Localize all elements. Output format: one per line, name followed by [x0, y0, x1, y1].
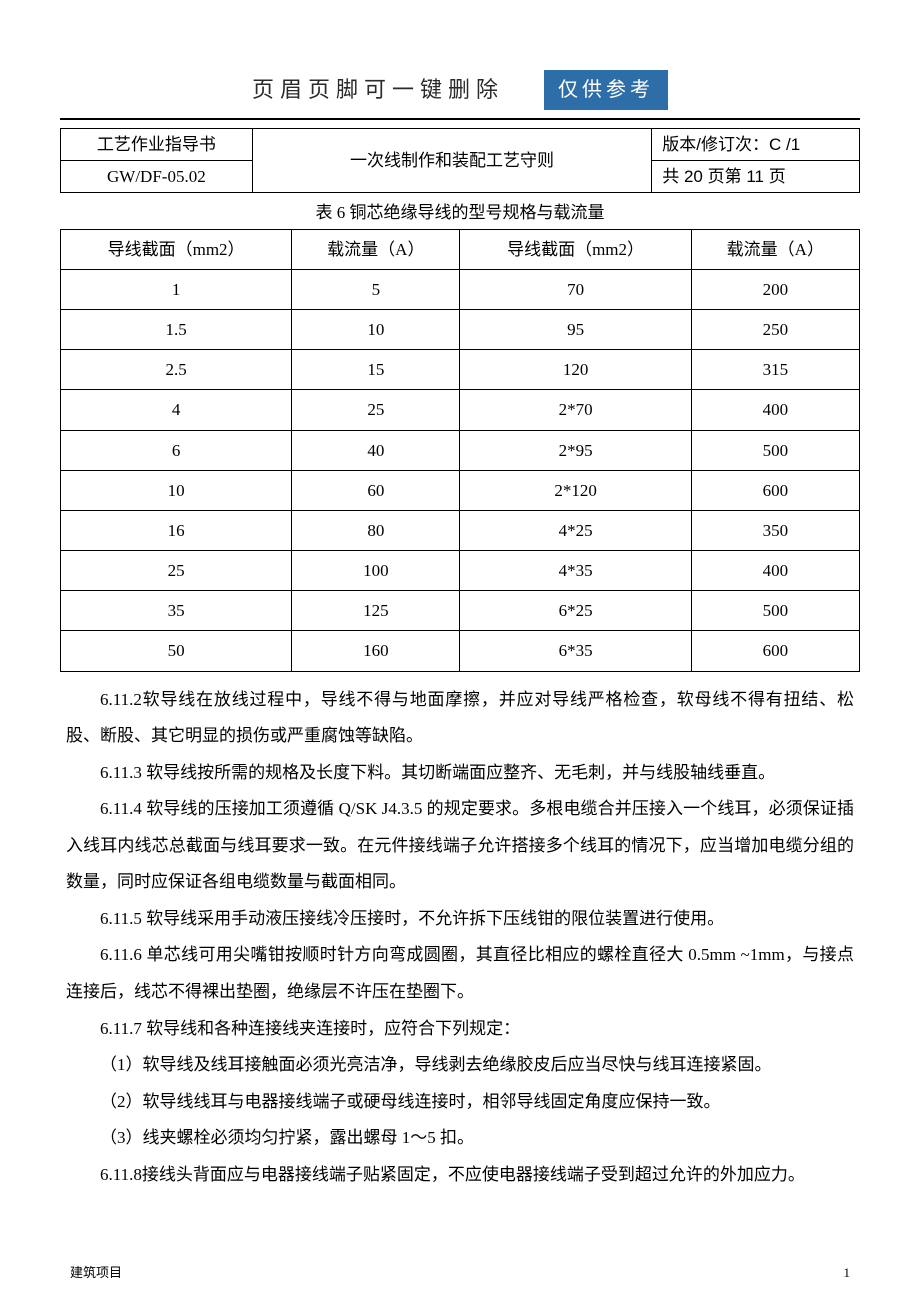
body-paragraph: 6.11.2软导线在放线过程中，导线不得与地面摩擦，并应对导线严格检查，软母线不… [66, 682, 854, 755]
table-cell: 6*25 [460, 591, 691, 631]
table-cell: 10 [292, 309, 460, 349]
table-cell: 160 [292, 631, 460, 671]
table-cell: 6 [61, 430, 292, 470]
table-cell: 2*70 [460, 390, 691, 430]
body-paragraph: 6.11.4 软导线的压接加工须遵循 Q/SK J4.3.5 的规定要求。多根电… [66, 791, 854, 901]
table-cell: 500 [691, 591, 859, 631]
header-badge: 仅供参考 [544, 70, 668, 110]
table-row: 2.515120315 [61, 350, 860, 390]
table-cell: 4*25 [460, 510, 691, 550]
table-cell: 600 [691, 631, 859, 671]
table-cell: 315 [691, 350, 859, 390]
body-paragraphs: 6.11.2软导线在放线过程中，导线不得与地面摩擦，并应对导线严格检查，软母线不… [60, 682, 860, 1194]
table-row: 10602*120600 [61, 470, 860, 510]
doc-info-table: 工艺作业指导书 一次线制作和装配工艺守则 版本/修订次：C /1 GW/DF-0… [60, 128, 860, 193]
docinfo-code: GW/DF-05.02 [61, 161, 253, 193]
body-paragraph: （1）软导线及线耳接触面必须光亮洁净，导线剥去绝缘胶皮后应当尽快与线耳连接紧固。 [66, 1047, 854, 1084]
docinfo-main-title: 一次线制作和装配工艺守则 [252, 129, 652, 193]
table-cell: 40 [292, 430, 460, 470]
table-cell: 100 [292, 551, 460, 591]
table-cell: 1.5 [61, 309, 292, 349]
table-cell: 80 [292, 510, 460, 550]
table-row: 6402*95500 [61, 430, 860, 470]
table-cell: 600 [691, 470, 859, 510]
body-paragraph: 6.11.6 单芯线可用尖嘴钳按顺时针方向弯成圆圈，其直径比相应的螺栓直径大 0… [66, 937, 854, 1010]
footer-right: 1 [844, 1263, 851, 1284]
table-row: 251004*35400 [61, 551, 860, 591]
docinfo-version: 版本/修订次：C /1 [652, 129, 860, 161]
docinfo-page: 共 20 页第 11 页 [652, 161, 860, 193]
table-cell: 125 [292, 591, 460, 631]
footer-left: 建筑项目 [70, 1263, 122, 1284]
table6-body: 15702001.510952502.5151203154252*7040064… [61, 269, 860, 671]
table-cell: 200 [691, 269, 859, 309]
table-cell: 6*35 [460, 631, 691, 671]
table-row: 16804*25350 [61, 510, 860, 550]
table-cell: 15 [292, 350, 460, 390]
table-cell: 25 [292, 390, 460, 430]
table-cell: 70 [460, 269, 691, 309]
table-cell: 2.5 [61, 350, 292, 390]
table-cell: 50 [61, 631, 292, 671]
table6-caption: 表 6 铜芯绝缘导线的型号规格与载流量 [60, 193, 860, 228]
table-cell: 350 [691, 510, 859, 550]
page-footer: 建筑项目 1 [60, 1263, 860, 1284]
table-row: 1570200 [61, 269, 860, 309]
table-row: 351256*25500 [61, 591, 860, 631]
page-header: 页眉页脚可一键删除 仅供参考 [60, 70, 860, 110]
table-cell: 2*95 [460, 430, 691, 470]
body-paragraph: 6.11.8接线头背面应与电器接线端子贴紧固定，不应使电器接线端子受到超过允许的… [66, 1157, 854, 1194]
table-cell: 35 [61, 591, 292, 631]
table-cell: 250 [691, 309, 859, 349]
body-paragraph: 6.11.5 软导线采用手动液压接线冷压接时，不允许拆下压线钳的限位装置进行使用… [66, 901, 854, 938]
table6-header-row: 导线截面（mm2） 载流量（A） 导线截面（mm2） 载流量（A） [61, 229, 860, 269]
table6-col-3: 载流量（A） [691, 229, 859, 269]
table-row: 1.51095250 [61, 309, 860, 349]
table-cell: 500 [691, 430, 859, 470]
table-row: 501606*35600 [61, 631, 860, 671]
table-cell: 2*120 [460, 470, 691, 510]
body-paragraph: 6.11.7 软导线和各种连接线夹连接时，应符合下列规定： [66, 1011, 854, 1048]
table6-col-0: 导线截面（mm2） [61, 229, 292, 269]
table-cell: 60 [292, 470, 460, 510]
table-cell: 400 [691, 390, 859, 430]
docinfo-title: 工艺作业指导书 [61, 129, 253, 161]
table-cell: 25 [61, 551, 292, 591]
body-paragraph: 6.11.3 软导线按所需的规格及长度下料。其切断端面应整齐、无毛刺，并与线股轴… [66, 755, 854, 792]
table-cell: 120 [460, 350, 691, 390]
table-cell: 10 [61, 470, 292, 510]
table6-col-1: 载流量（A） [292, 229, 460, 269]
table6: 导线截面（mm2） 载流量（A） 导线截面（mm2） 载流量（A） 157020… [60, 229, 860, 672]
body-paragraph: （3）线夹螺栓必须均匀拧紧，露出螺母 1～5 扣。 [66, 1120, 854, 1157]
table-cell: 4*35 [460, 551, 691, 591]
table-cell: 400 [691, 551, 859, 591]
table-row: 4252*70400 [61, 390, 860, 430]
table-cell: 5 [292, 269, 460, 309]
header-divider [60, 118, 860, 120]
header-note: 页眉页脚可一键删除 [252, 72, 504, 107]
table-cell: 95 [460, 309, 691, 349]
table-cell: 16 [61, 510, 292, 550]
body-paragraph: （2）软导线线耳与电器接线端子或硬母线连接时，相邻导线固定角度应保持一致。 [66, 1084, 854, 1121]
table6-col-2: 导线截面（mm2） [460, 229, 691, 269]
table-cell: 1 [61, 269, 292, 309]
table-cell: 4 [61, 390, 292, 430]
